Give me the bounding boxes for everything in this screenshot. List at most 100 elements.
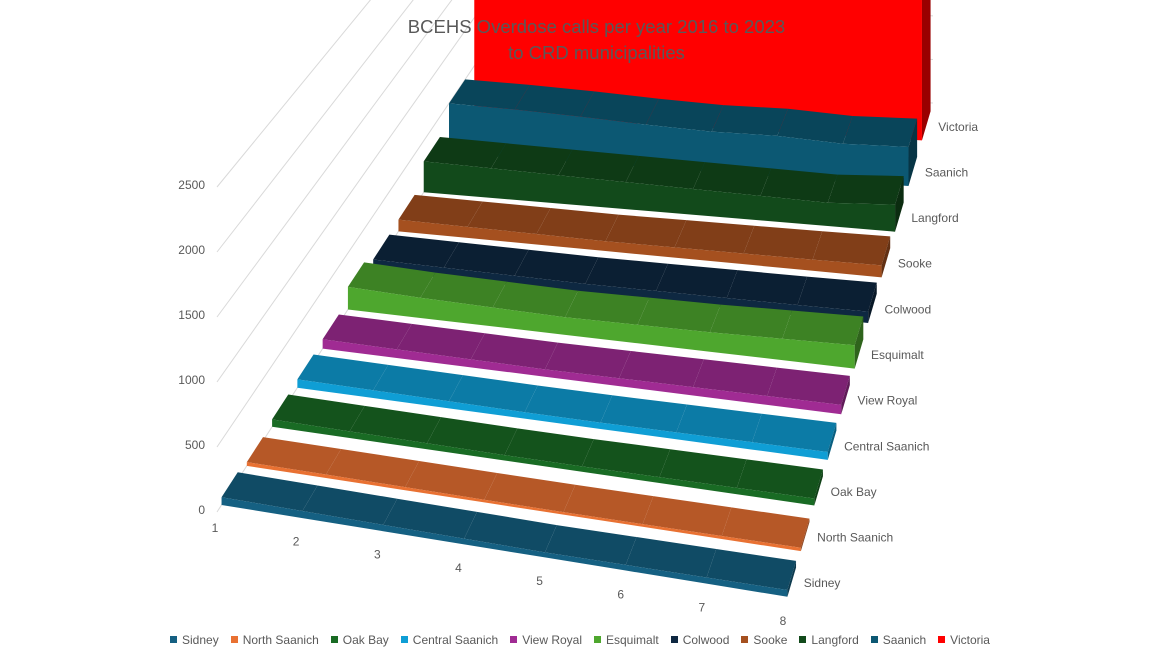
- y-tick-label: 0: [198, 503, 205, 517]
- y-tick-label: 500: [185, 438, 205, 452]
- legend-label: Esquimalt: [606, 633, 659, 647]
- series-front-face: [246, 462, 801, 552]
- series-top-segment: [420, 272, 507, 308]
- series-top-segment: [246, 437, 342, 475]
- chart-title-line-2: to CRD municipalities: [508, 42, 685, 63]
- series-top-segment: [625, 537, 717, 578]
- x-tick-label: 6: [617, 587, 624, 601]
- depth-axis-label: Langford: [911, 211, 958, 225]
- series-top-segment: [544, 525, 637, 565]
- x-tick-label: 8: [780, 614, 787, 628]
- series-end-cap: [787, 560, 797, 597]
- depth-axis-label: Saanich: [925, 165, 968, 179]
- series-end-cap: [814, 469, 823, 506]
- series-top-segment: [565, 290, 650, 325]
- series-end-cap: [800, 518, 810, 552]
- series-langford: [423, 136, 904, 232]
- series-top-segment: [558, 149, 639, 183]
- legend-swatch: [799, 636, 807, 643]
- legend-label: Sidney: [182, 633, 219, 647]
- legend-swatch: [741, 636, 749, 643]
- depth-axis-label: Colwood: [884, 302, 931, 316]
- series-top-segment: [383, 498, 477, 539]
- legend-label: Victoria: [950, 633, 990, 647]
- series-top-segment: [322, 314, 412, 350]
- series-top-segment: [492, 281, 579, 318]
- series-top-segment: [752, 413, 837, 452]
- legend-item: Oak Bay: [330, 633, 389, 647]
- series-north-saanich: [246, 437, 810, 552]
- series-central-saanich: [297, 354, 837, 460]
- legend-label: North Saanich: [242, 633, 319, 647]
- legend-swatch: [230, 636, 238, 643]
- series-top-segment: [405, 460, 498, 500]
- legend-label: Colwood: [682, 633, 730, 647]
- chart-title-line-1: BCEHS Overdose calls per year 2016 to 20…: [407, 16, 786, 37]
- depth-axis-label: Sooke: [898, 257, 932, 271]
- series-front-face: [398, 219, 882, 278]
- legend-label: Central Saanich: [412, 633, 499, 647]
- legend-item: View Royal: [510, 633, 582, 647]
- series-front-face: [347, 286, 855, 369]
- series-top-segment: [449, 79, 530, 110]
- depth-axis-label: Esquimalt: [871, 348, 924, 362]
- series-top-segment: [580, 91, 659, 125]
- chart-title: BCEHS Overdose calls per year 2016 to 20…: [0, 14, 1150, 66]
- depth-axis-labels: Sidney North Saanich Oak Bay Central Saanic…: [804, 120, 979, 590]
- gridline: [216, 0, 371, 188]
- series-top-segment: [373, 364, 463, 402]
- legend-label: Langford: [811, 633, 859, 647]
- legend-item: North Saanich: [230, 633, 319, 647]
- legend-item: Esquimalt: [594, 633, 659, 647]
- series-top-segment: [743, 225, 823, 260]
- depth-axis-label: View Royal: [858, 394, 918, 408]
- series-top-segment: [585, 257, 668, 291]
- series-esquimalt: [347, 262, 864, 369]
- series-top-segment: [302, 485, 398, 525]
- series-front-face: [272, 419, 815, 506]
- legend: Sidney North Saanich Oak Bay Central Saanic…: [0, 633, 1150, 647]
- series-saanich: [449, 79, 918, 187]
- series-top-segment: [349, 405, 442, 444]
- y-tick-label: 2000: [178, 243, 205, 257]
- depth-axis-label: Sidney: [804, 576, 841, 590]
- legend-item: Sidney: [170, 633, 219, 647]
- series-top-segment: [581, 439, 671, 478]
- gridline: [216, 0, 414, 253]
- series-top-segment: [448, 375, 538, 413]
- y-tick-label: 2500: [178, 178, 205, 192]
- series-top-segment: [464, 511, 557, 553]
- series-top-segment: [777, 108, 853, 144]
- y-tick-label: 1500: [178, 308, 205, 322]
- x-tick-label: 3: [374, 548, 381, 562]
- y-tick-label: 1000: [178, 373, 205, 387]
- series-top-segment: [709, 304, 792, 339]
- series-view-royal: [322, 314, 850, 415]
- series-top-segment: [467, 201, 551, 235]
- series-end-cap: [854, 316, 864, 369]
- legend-item: Sooke: [741, 633, 787, 647]
- legend-swatch: [870, 636, 878, 643]
- legend-item: Victoria: [938, 633, 990, 647]
- series-end-cap: [841, 375, 850, 415]
- legend-label: Oak Bay: [342, 633, 389, 647]
- series-front-face: [449, 103, 909, 187]
- series-end-cap: [881, 236, 891, 278]
- series-top-segment: [782, 310, 864, 346]
- series-top-segment: [423, 136, 507, 169]
- series-top-segment: [396, 323, 485, 360]
- series-end-cap: [827, 422, 837, 460]
- depth-axis-label: Central Saanich: [844, 439, 929, 453]
- legend-item: Saanich: [870, 633, 926, 647]
- series-front-face: [297, 379, 828, 460]
- series-top-segment: [297, 354, 389, 391]
- x-axis-ticks: 1 2 3 4 5 6 7 8: [212, 521, 787, 628]
- series-top-segment: [221, 472, 318, 512]
- series-top-segment: [760, 168, 838, 203]
- series-top-segment: [272, 394, 365, 432]
- series-top-segment: [563, 484, 654, 525]
- series-top-segment: [797, 276, 877, 312]
- gridline: [216, 0, 453, 318]
- series-top-segment: [706, 548, 797, 591]
